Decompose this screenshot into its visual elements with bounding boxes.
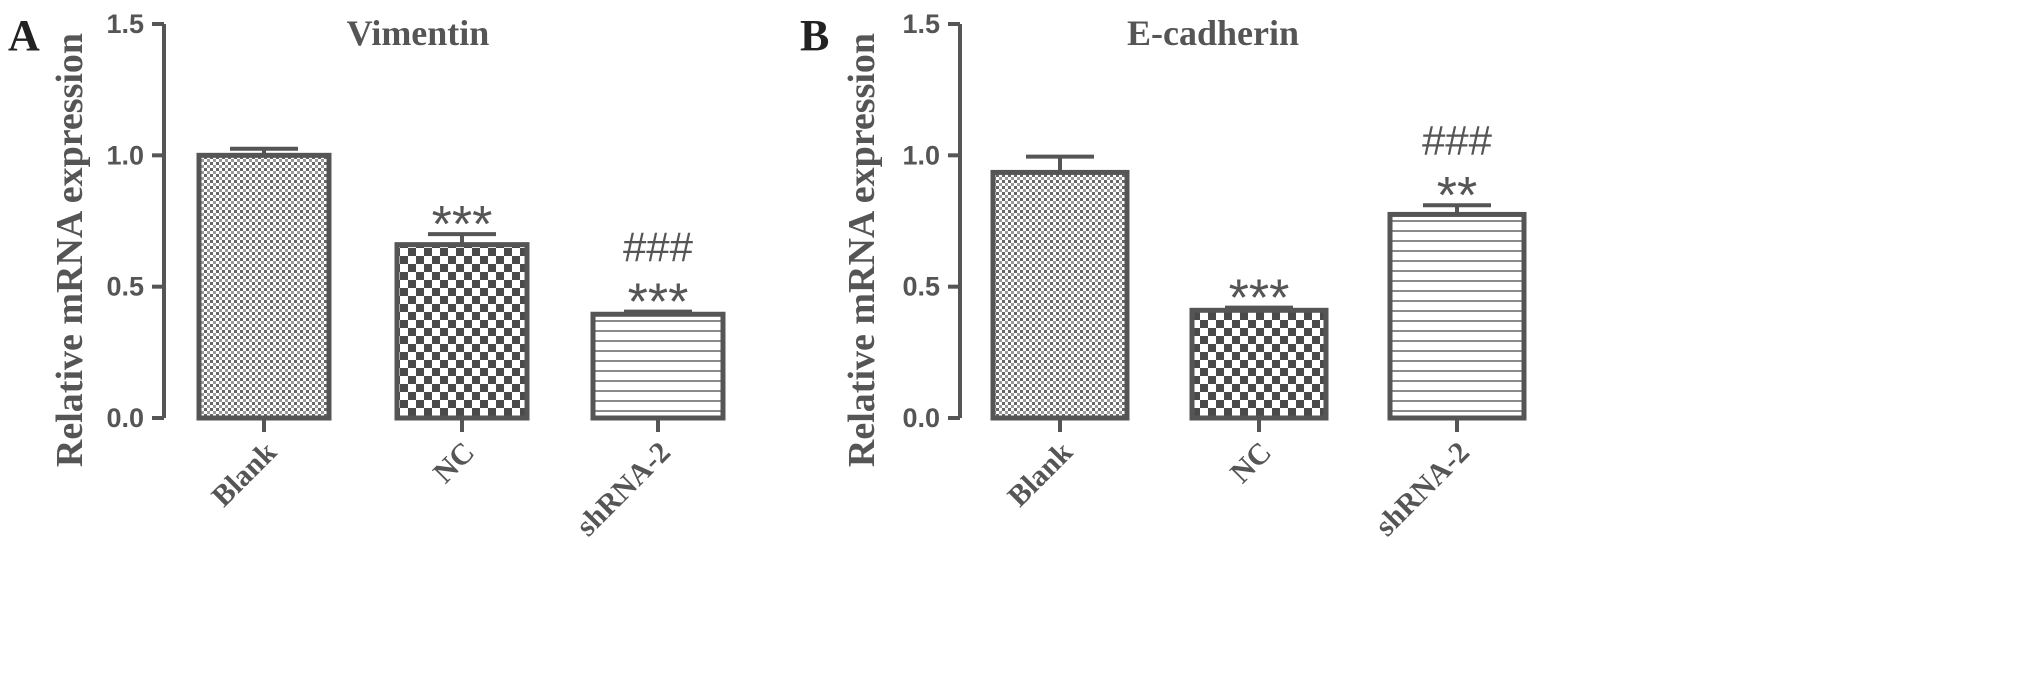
y-tick-label: 0.5 [902, 272, 940, 302]
chart-title-a: Vimentin [347, 13, 490, 53]
bar-nc [394, 242, 530, 421]
significance-stars: *** [628, 274, 689, 332]
y-axis-label-b: Relative mRNA expression [841, 33, 883, 467]
y-tick-label: 1.5 [106, 9, 144, 39]
panel-b: B E-cadherin Relative mRNA expression 0.… [800, 9, 1527, 543]
panel-letter-b: B [800, 11, 829, 60]
bar-blank [196, 152, 332, 421]
bar-nc [1189, 307, 1329, 421]
y-tick-label: 0.0 [902, 403, 940, 433]
significance-hash: ### [623, 224, 694, 271]
y-tick-label: 0.0 [106, 403, 144, 433]
significance-stars: *** [432, 196, 493, 254]
y-tick-label: 0.5 [106, 272, 144, 302]
panel-a: A Vimentin Relative mRNA expression 0.0 0… [8, 9, 726, 543]
x-tick-label: NC [1224, 436, 1278, 490]
y-tick-label: 1.0 [902, 140, 940, 170]
chart-title-b: E-cadherin [1127, 13, 1299, 53]
y-tick-label: 1.5 [902, 9, 940, 39]
x-tick-label: Blank [205, 435, 283, 513]
significance-stars: ** [1437, 167, 1477, 225]
y-axis-label-a: Relative mRNA expression [49, 33, 91, 467]
bar-shrna-2 [590, 311, 726, 421]
bar-blank [990, 169, 1130, 421]
plot-area-b: 0.0 0.5 1.0 1.5 Blank *** NC **### shRNA-2 [902, 9, 1527, 543]
panel-letter-a: A [8, 11, 40, 60]
significance-hash: ### [1422, 117, 1493, 164]
significance-stars: *** [1229, 270, 1290, 328]
x-tick-label: NC [427, 436, 481, 490]
x-tick-label: shRNA-2 [1369, 436, 1476, 543]
x-tick-label: shRNA-2 [570, 436, 677, 543]
bar-shrna-2 [1387, 211, 1527, 421]
x-tick-label: Blank [1001, 435, 1079, 513]
y-tick-label: 1.0 [106, 140, 144, 170]
